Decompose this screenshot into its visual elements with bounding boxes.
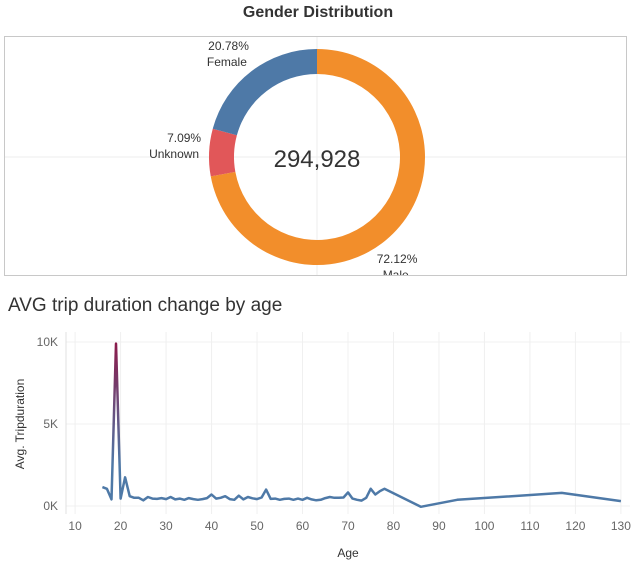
x-tick-label: 80	[387, 519, 401, 533]
donut-chart-frame: 294,928 72.12% Male 7.09% Unknown 20.78% Fema…	[4, 36, 627, 276]
x-tick-label: 50	[250, 519, 264, 533]
donut-slice-female	[212, 49, 317, 136]
donut-label-pct-male: 72.12%	[377, 252, 418, 266]
donut-label-name-unknown: Unknown	[149, 147, 199, 161]
series-line-avg-tripduration	[101, 342, 622, 509]
x-tick-label: 120	[565, 519, 585, 533]
y-tick-label: 0K	[43, 499, 58, 513]
donut-chart-title: Gender Distribution	[242, 4, 394, 21]
x-tick-label: 60	[296, 519, 310, 533]
x-tick-label: 70	[341, 519, 355, 533]
line-chart: 10 20 30 40 50 60 70 80 90 100 110 120 130 0K 5K 10K Ag…	[13, 332, 631, 560]
y-axis-label: Avg. Tripduration	[13, 379, 27, 470]
donut-center-total: 294,928	[274, 146, 361, 173]
donut-label-pct-unknown: 7.09%	[167, 131, 201, 145]
line-chart-title: AVG trip duration change by age	[8, 295, 283, 316]
donut-label-name-female: Female	[207, 55, 247, 69]
x-tick-label: 30	[159, 519, 173, 533]
x-tick-label: 130	[611, 519, 631, 533]
donut-slice-unknown	[209, 128, 237, 177]
donut-label-name-male: Male	[383, 268, 409, 275]
donut-label-pct-female: 20.78%	[208, 39, 249, 53]
x-tick-label: 90	[432, 519, 446, 533]
x-tick-label: 110	[520, 519, 539, 533]
donut-chart: 294,928 72.12% Male 7.09% Unknown 20.78% Fema…	[5, 37, 626, 275]
x-tick-label: 100	[474, 519, 494, 533]
y-tick-label: 10K	[37, 335, 58, 349]
x-axis-label: Age	[337, 546, 359, 560]
y-tick-label: 5K	[43, 417, 58, 431]
x-tick-label: 10	[68, 519, 82, 533]
x-tick-label: 20	[114, 519, 128, 533]
x-tick-label: 40	[205, 519, 219, 533]
donut-gridlines	[5, 37, 626, 275]
